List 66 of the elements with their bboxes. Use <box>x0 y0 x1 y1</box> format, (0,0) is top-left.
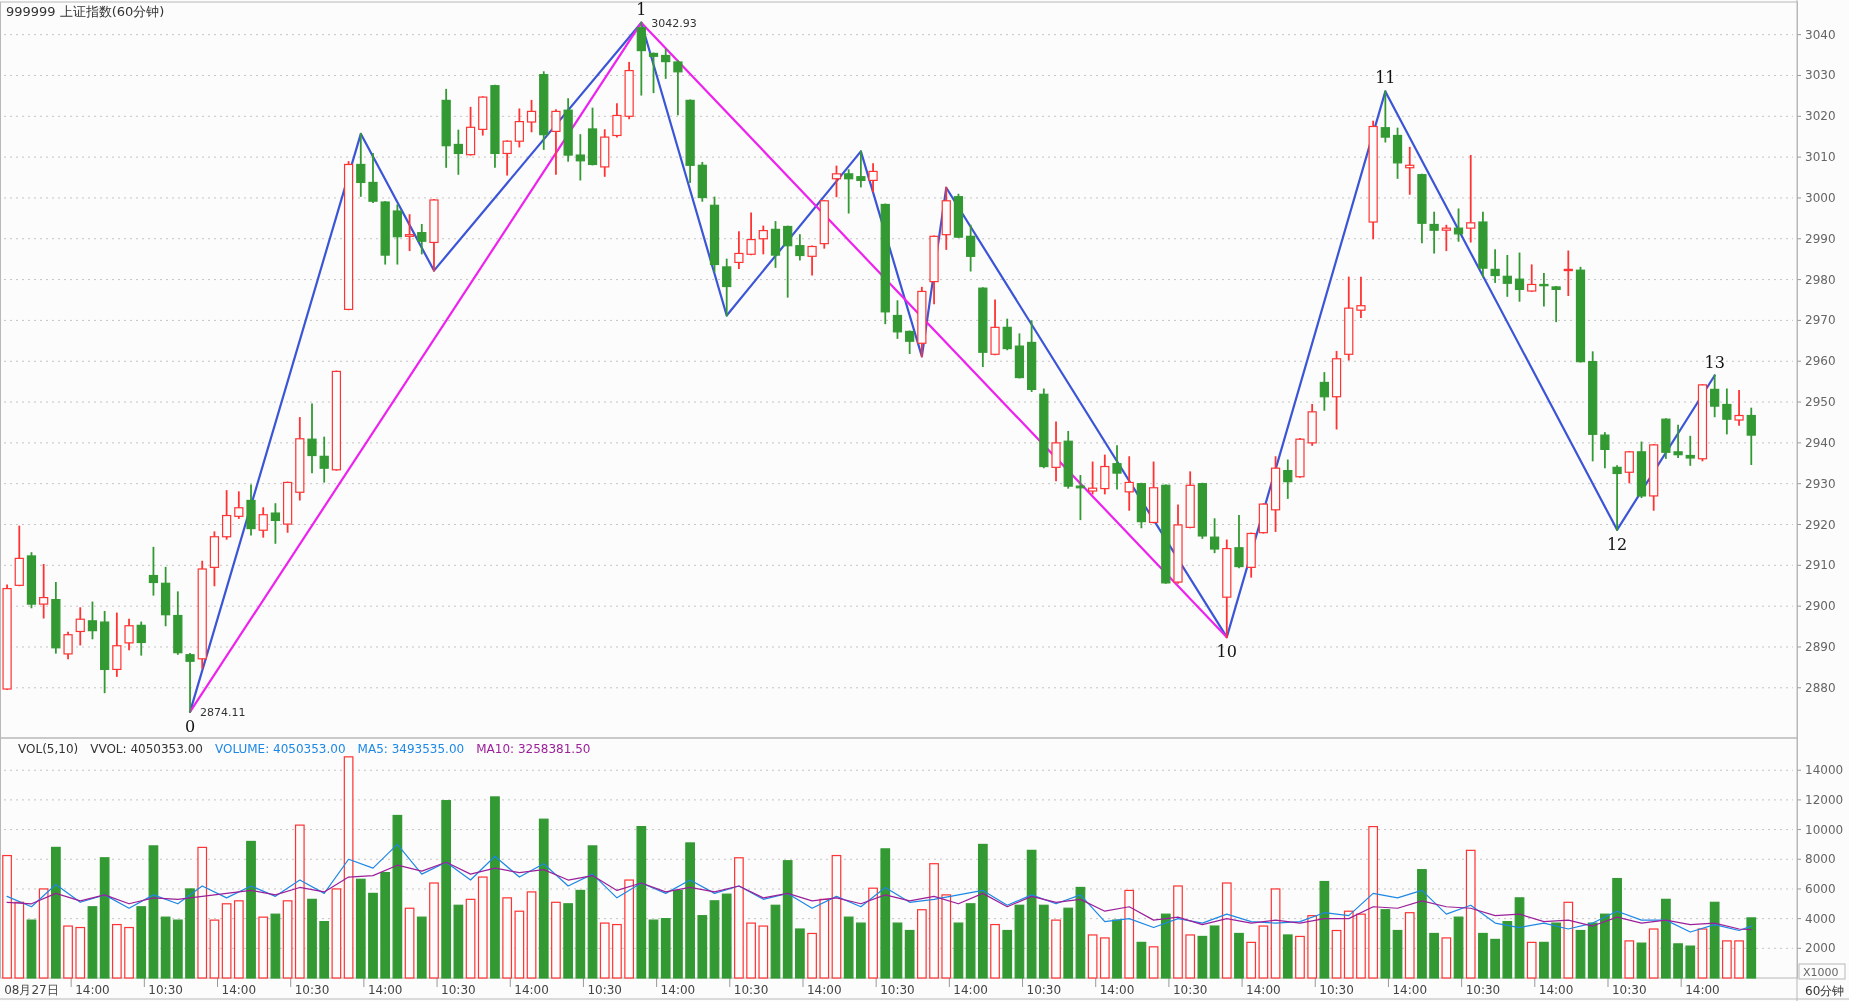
y-tick-label: 10000 <box>1805 822 1844 837</box>
y-tick-label: 3040 <box>1805 27 1836 42</box>
y-tick-label: 2890 <box>1805 639 1836 654</box>
data-label: 2874.11 <box>200 705 246 719</box>
y-tick-label: 2990 <box>1805 231 1836 246</box>
line-series <box>6 843 1752 933</box>
y-tick-label: 14000 <box>1805 763 1844 778</box>
x-tick-label: 14:00 <box>806 983 842 997</box>
x-tick-label: 14:00 <box>1685 983 1720 997</box>
x-tick-label: 14:00 <box>75 983 110 997</box>
y-tick-label: 2950 <box>1805 395 1836 410</box>
annotation: 1 <box>636 0 647 19</box>
text: 60分钟 <box>1805 984 1845 998</box>
x-tick-label: 10:30 <box>294 983 330 997</box>
text: MA5: 3493535.00 <box>357 742 465 756</box>
x-tick-label: 10:30 <box>1172 983 1208 997</box>
y-tick-label: 2910 <box>1805 558 1836 573</box>
annotation: 11 <box>1375 68 1396 88</box>
y-tick-label: 6000 <box>1805 881 1836 896</box>
annotation: 12 <box>1606 534 1628 554</box>
x-tick-label: 10:30 <box>880 983 915 997</box>
line-series <box>6 861 1752 931</box>
y-tick-label: 3000 <box>1805 190 1836 205</box>
text: X1000 <box>1803 966 1839 979</box>
data-label: 3042.93 <box>651 16 697 30</box>
annotation: VVOL: 4050353.00 <box>90 742 203 756</box>
text: MA10: 3258381.50 <box>476 742 591 756</box>
y-tick-label: 3020 <box>1805 109 1836 124</box>
y-tick-label: 4000 <box>1805 911 1836 926</box>
x-tick-label: 14:00 <box>1538 983 1574 997</box>
x-tick-label: 10:30 <box>441 983 476 997</box>
y-tick-label: 12000 <box>1805 792 1844 807</box>
annotation: VOLUME: 4050353.00 <box>214 742 346 756</box>
annotation: VOL(5,10) <box>18 742 79 756</box>
x-tick-label: 14:00 <box>1099 983 1135 997</box>
x-tick-label: 14:00 <box>367 983 403 997</box>
x-tick-label: 14:00 <box>1246 983 1281 997</box>
y-tick-label: 8000 <box>1805 852 1836 867</box>
x-tick-label: 10:30 <box>1319 983 1354 997</box>
y-tick-label: 2940 <box>1805 435 1836 450</box>
y-tick-label: 2980 <box>1805 272 1836 287</box>
y-tick-label: 2880 <box>1805 680 1836 695</box>
x-tick-label: 08月27日 <box>4 983 59 997</box>
annotation: 13 <box>1704 352 1725 372</box>
chart-title: 999999 上证指数(60分钟) <box>6 4 165 19</box>
annotation: 10 <box>1216 642 1237 662</box>
y-tick-label: 2900 <box>1805 599 1836 614</box>
y-tick-label: 2960 <box>1805 354 1836 369</box>
x-tick-label: 14:00 <box>221 983 257 997</box>
x-tick-label: 10:30 <box>1026 983 1062 997</box>
y-tick-label: 2930 <box>1805 476 1836 491</box>
y-tick-label: 3030 <box>1805 68 1836 83</box>
x-tick-label: 10:30 <box>1611 983 1647 997</box>
x-tick-label: 14:00 <box>514 983 549 997</box>
x-tick-label: 14:00 <box>1392 983 1428 997</box>
x-tick-label: 10:30 <box>148 983 183 997</box>
x-tick-label: 14:00 <box>660 983 696 997</box>
y-tick-label: 2970 <box>1805 313 1836 328</box>
x-tick-label: 14:00 <box>953 983 988 997</box>
y-tick-label: 2920 <box>1805 517 1836 532</box>
y-tick-label: 2000 <box>1805 941 1836 956</box>
y-tick-label: 3010 <box>1805 150 1836 165</box>
annotation: 0 <box>184 716 196 736</box>
x-tick-label: 10:30 <box>1465 983 1501 997</box>
x-tick-label: 10:30 <box>587 983 623 997</box>
x-tick-label: 10:30 <box>733 983 769 997</box>
